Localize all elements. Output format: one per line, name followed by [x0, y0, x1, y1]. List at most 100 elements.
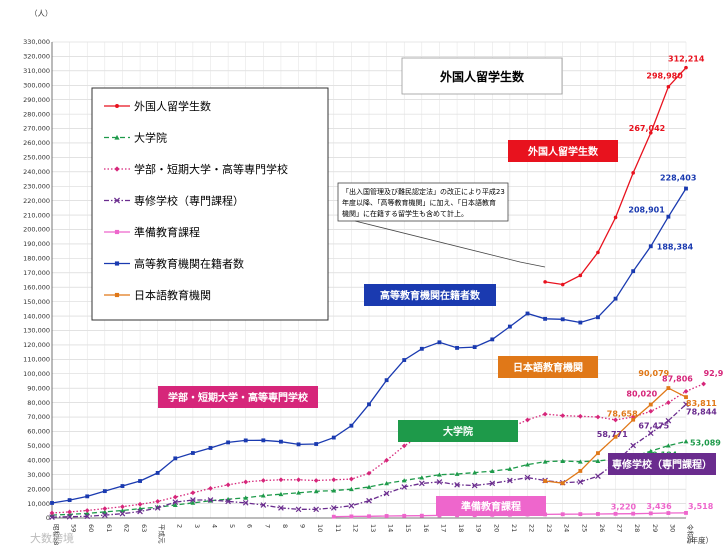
series-point-5	[367, 402, 371, 407]
y-tick-label: 230,000	[23, 182, 50, 190]
data-label: 67,475	[638, 422, 669, 431]
y-tick-label: 210,000	[23, 211, 50, 219]
x-tick-label: 62	[122, 524, 130, 532]
legend-item-4: 準備教育課程	[104, 225, 200, 239]
x-tick-label: 30	[668, 524, 676, 532]
series-point-1	[296, 490, 301, 495]
data-label: 87,806	[662, 374, 693, 383]
series-point-1	[278, 491, 284, 497]
series-point-2	[278, 477, 284, 483]
x-tick-label: 20	[492, 524, 500, 532]
data-label: 78,844	[686, 407, 717, 416]
y-tick-label: 200,000	[23, 226, 50, 234]
series-point-2	[296, 477, 301, 483]
series-point-5	[507, 324, 512, 329]
axes: 0 10,000 20,000 30,000 40,000 50,000 60,000 70,…	[23, 38, 695, 545]
series-point-2	[155, 499, 161, 504]
callout-foreign-students-label: 外国人留学生数	[527, 145, 599, 158]
series-point-5	[543, 316, 548, 321]
series-point-0	[613, 215, 618, 220]
series-point-6	[684, 395, 688, 400]
series-point-1	[172, 502, 178, 507]
series-point-5	[349, 423, 354, 428]
series-point-3	[242, 500, 249, 506]
note-line-3: 機関」に在籍する留学生も含めて計上。	[342, 209, 468, 218]
callout-higher-education-label: 高等教育機関在籍者数	[380, 289, 481, 302]
series-point-1	[560, 458, 566, 463]
series-point-2	[137, 501, 143, 507]
series-point-5	[560, 317, 565, 322]
legend-label: 学部・短期大学・高等専門学校	[134, 162, 288, 176]
chart-title: 外国人留学生数	[440, 69, 525, 84]
data-label: 92,952	[704, 369, 723, 378]
series-point-0	[684, 65, 688, 70]
x-tick-label: 60	[87, 524, 95, 532]
series-point-2	[665, 400, 671, 405]
y-tick-label: 120,000	[23, 341, 50, 349]
x-tick-label: 7	[263, 524, 271, 528]
series-point-2	[683, 388, 689, 394]
title-box	[401, 57, 563, 95]
series-point-2	[331, 477, 337, 483]
series-point-3	[630, 442, 636, 449]
x-tick-label: 13	[369, 524, 377, 532]
x-tick-label: 21	[510, 524, 518, 532]
legend-box	[91, 87, 329, 321]
series-point-2	[595, 414, 601, 420]
y-tick-label: 0	[46, 514, 50, 522]
series-point-6	[596, 451, 600, 456]
series-point-5	[208, 446, 213, 450]
series-point-3	[419, 480, 425, 487]
series-point-2	[67, 509, 73, 515]
legend-label: 専修学校（専門課程）	[134, 194, 244, 208]
series-point-1	[454, 471, 460, 476]
note-line-2: 年度以降、「高等教育機関」に加え、「日本語教育	[342, 198, 496, 207]
series-point-1	[489, 468, 495, 474]
series-point-2	[260, 478, 266, 483]
series-point-2	[648, 408, 654, 414]
legend-swatch-marker	[114, 166, 120, 172]
callout-higher-education: 高等教育機関在籍者数	[364, 284, 496, 306]
series-point-3	[647, 430, 654, 437]
legend-item-0: 外国人留学生数	[104, 99, 211, 113]
series-5	[50, 186, 688, 505]
series-point-2	[613, 417, 618, 423]
series-point-1	[313, 488, 319, 494]
y-tick-label: 170,000	[23, 269, 50, 277]
y-tick-label: 300,000	[23, 81, 50, 89]
data-label: 188,384	[657, 242, 694, 251]
legend-swatch-marker	[113, 197, 121, 204]
y-tick-label: 220,000	[23, 197, 50, 205]
series-point-0	[596, 250, 600, 255]
callout-undergraduate: 学部・短期大学・高等専門学校	[158, 386, 318, 408]
series-point-5	[525, 311, 530, 316]
series-point-3	[401, 484, 408, 490]
x-tick-label: 12	[351, 524, 359, 532]
series-point-5	[173, 456, 178, 461]
data-label: 3,436	[646, 502, 672, 511]
x-tick-label: 23	[545, 524, 553, 532]
data-label: 78,658	[607, 410, 638, 419]
legend-swatch-marker	[114, 261, 120, 266]
data-label: 3,220	[611, 502, 637, 511]
series-point-2	[120, 504, 125, 510]
series-point-2	[243, 479, 249, 485]
series-point-3	[137, 508, 143, 515]
data-label: 3,518	[688, 502, 714, 511]
series-point-3	[507, 477, 513, 484]
x-tick-label: 17	[439, 524, 447, 532]
series-point-2	[401, 443, 407, 449]
x-tick-label: 平成元	[158, 524, 167, 544]
callout-preparatory-label: 準備教育課程	[461, 500, 521, 513]
series-point-5	[419, 346, 424, 351]
y-tick-label: 250,000	[23, 154, 50, 162]
y-tick-label: 10,000	[27, 500, 50, 508]
watermark-text: 大数跨境	[30, 531, 74, 545]
data-label: 90,079	[638, 369, 669, 378]
callout-japanese-language-label: 日本語教育機関	[513, 361, 583, 374]
legend-swatch-marker	[114, 134, 120, 140]
x-tick-label: 2	[175, 524, 183, 528]
legend-item-6: 日本語教育機関	[104, 288, 211, 302]
callout-vocational-label: 専修学校（専門課程）	[612, 458, 712, 471]
